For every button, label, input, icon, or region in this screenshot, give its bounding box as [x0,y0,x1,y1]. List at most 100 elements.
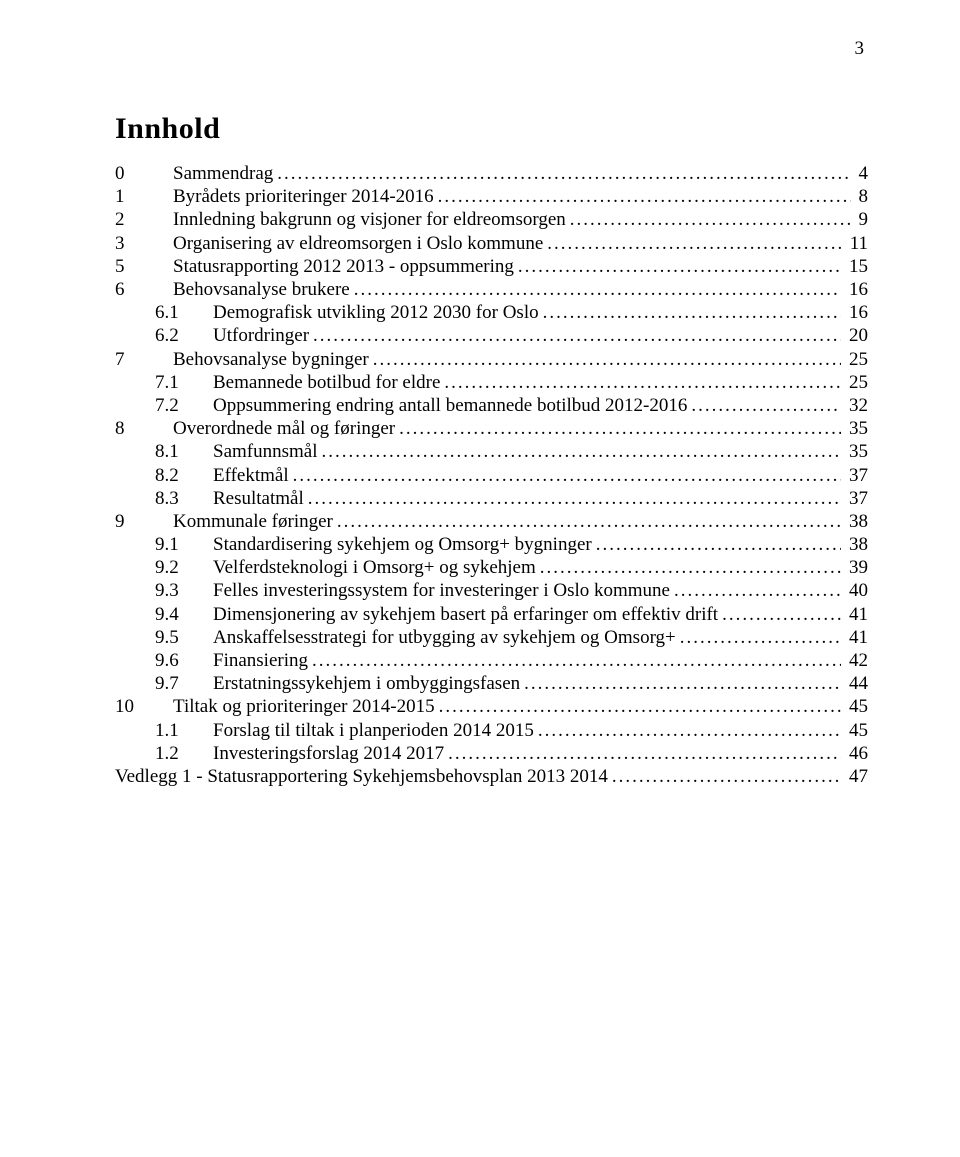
toc-entry-number: 7.1 [155,373,213,392]
toc-row: 9.1Standardisering sykehjem og Omsorg+ b… [115,533,868,556]
toc-entry-number: 7 [115,350,173,369]
toc-row: 7Behovsanalyse bygninger25 [115,348,868,371]
toc-entry-page: 46 [845,744,868,763]
toc-leader-dots [691,396,841,415]
toc-leader-dots [722,605,841,624]
toc-leader-dots [439,697,841,716]
toc-entry-number: 5 [115,257,173,276]
toc-row: 2Innledning bakgrunn og visjoner for eld… [115,208,868,231]
toc-entry-number: 7.2 [155,396,213,415]
toc-entry-text: Innledning bakgrunn og visjoner for eldr… [173,210,566,229]
toc-row: 9.2Velferdsteknologi i Omsorg+ og sykehj… [115,556,868,579]
toc-leader-dots [524,674,841,693]
toc-entry-text: Behovsanalyse brukere [173,280,350,299]
toc-entry-page: 42 [845,651,868,670]
toc-entry-text: Byrådets prioriteringer 2014-2016 [173,187,434,206]
toc-entry-number: 1 [115,187,173,206]
toc-entry-page: 35 [845,442,868,461]
toc-entry-text: Tiltak og prioriteringer 2014-2015 [173,697,435,716]
toc-leader-dots [448,744,841,763]
toc-entry-text: Dimensjonering av sykehjem basert på erf… [213,605,718,624]
toc-leader-dots [547,234,841,253]
toc-leader-dots [312,651,841,670]
toc-entry-number: 2 [115,210,173,229]
toc-leader-dots [538,721,841,740]
toc-entry-page: 44 [845,674,868,693]
toc-entry-text: Forslag til tiltak i planperioden 2014 2… [213,721,534,740]
toc-row: 5Statusrapporting 2012 2013 - oppsummeri… [115,255,868,278]
toc-entry-text: Felles investeringssystem for investerin… [213,581,670,600]
toc-entry-text: Organisering av eldreomsorgen i Oslo kom… [173,234,543,253]
toc-row: 9.5Anskaffelsesstrategi for utbygging av… [115,626,868,649]
toc-entry-text: Utfordringer [213,326,309,345]
toc-entry-page: 32 [845,396,868,415]
toc-row: 8.1Samfunnsmål35 [115,440,868,463]
table-of-contents: 0Sammendrag41Byrådets prioriteringer 201… [115,162,868,788]
toc-leader-dots [337,512,841,531]
toc-leader-dots [438,187,851,206]
toc-entry-page: 45 [845,697,868,716]
toc-entry-page: 16 [845,303,868,322]
toc-title: Innhold [115,112,868,146]
toc-row: Vedlegg 1 - Statusrapportering Sykehjems… [115,765,868,788]
toc-entry-number: 8.3 [155,489,213,508]
toc-entry-page: 38 [845,535,868,554]
toc-leader-dots [543,303,841,322]
toc-entry-text: Demografisk utvikling 2012 2030 for Oslo [213,303,539,322]
toc-row: 6.2Utfordringer 20 [115,324,868,347]
toc-entry-number: 6.1 [155,303,213,322]
toc-entry-page: 8 [855,187,869,206]
toc-entry-page: 20 [845,326,868,345]
toc-entry-text: Vedlegg 1 - Statusrapportering Sykehjems… [115,767,608,786]
toc-entry-text: Investeringsforslag 2014 2017 [213,744,444,763]
toc-row: 7.1Bemannede botilbud for eldre25 [115,371,868,394]
toc-leader-dots [680,628,841,647]
toc-leader-dots [674,581,841,600]
toc-leader-dots [612,767,841,786]
toc-row: 0Sammendrag4 [115,162,868,185]
toc-entry-text: Sammendrag [173,164,273,183]
toc-entry-page: 41 [845,605,868,624]
toc-entry-page: 37 [845,489,868,508]
toc-row: 6.1Demografisk utvikling 2012 2030 for O… [115,301,868,324]
toc-entry-text: Kommunale føringer [173,512,333,531]
toc-entry-page: 4 [855,164,869,183]
toc-leader-dots [596,535,841,554]
toc-entry-page: 39 [845,558,868,577]
toc-leader-dots [399,419,841,438]
toc-entry-number: 9.1 [155,535,213,554]
toc-entry-number: 1.1 [155,721,213,740]
toc-entry-page: 47 [845,767,868,786]
toc-entry-text: Effektmål [213,466,289,485]
toc-entry-text: Erstatningssykehjem i ombyggingsfasen [213,674,520,693]
toc-entry-number: 9.7 [155,674,213,693]
toc-entry-page: 11 [846,234,868,253]
toc-leader-dots [540,558,841,577]
toc-entry-page: 37 [845,466,868,485]
page-number: 3 [855,38,865,60]
toc-entry-page: 35 [845,419,868,438]
toc-entry-text: Statusrapporting 2012 2013 - oppsummerin… [173,257,514,276]
toc-entry-number: 8 [115,419,173,438]
toc-entry-text: Velferdsteknologi i Omsorg+ og sykehjem [213,558,536,577]
toc-row: 9.3Felles investeringssystem for investe… [115,579,868,602]
toc-row: 8.3Resultatmål37 [115,487,868,510]
toc-entry-page: 9 [855,210,869,229]
toc-row: 1.2Investeringsforslag 2014 201746 [115,742,868,765]
toc-row: 10Tiltak og prioriteringer 2014-201545 [115,695,868,718]
toc-row: 9.4Dimensjonering av sykehjem basert på … [115,603,868,626]
toc-entry-number: 6.2 [155,326,213,345]
toc-leader-dots [354,280,841,299]
toc-entry-number: 9.6 [155,651,213,670]
toc-row: 9.7Erstatningssykehjem i ombyggingsfasen… [115,672,868,695]
toc-row: 3Organisering av eldreomsorgen i Oslo ko… [115,232,868,255]
toc-entry-text: Anskaffelsesstrategi for utbygging av sy… [213,628,676,647]
toc-entry-text: Bemannede botilbud for eldre [213,373,440,392]
toc-leader-dots [277,164,850,183]
toc-leader-dots [518,257,841,276]
toc-entry-text: Samfunnsmål [213,442,318,461]
toc-row: 1.1Forslag til tiltak i planperioden 201… [115,719,868,742]
toc-entry-text: Finansiering [213,651,308,670]
toc-entry-text: Behovsanalyse bygninger [173,350,369,369]
toc-entry-page: 40 [845,581,868,600]
